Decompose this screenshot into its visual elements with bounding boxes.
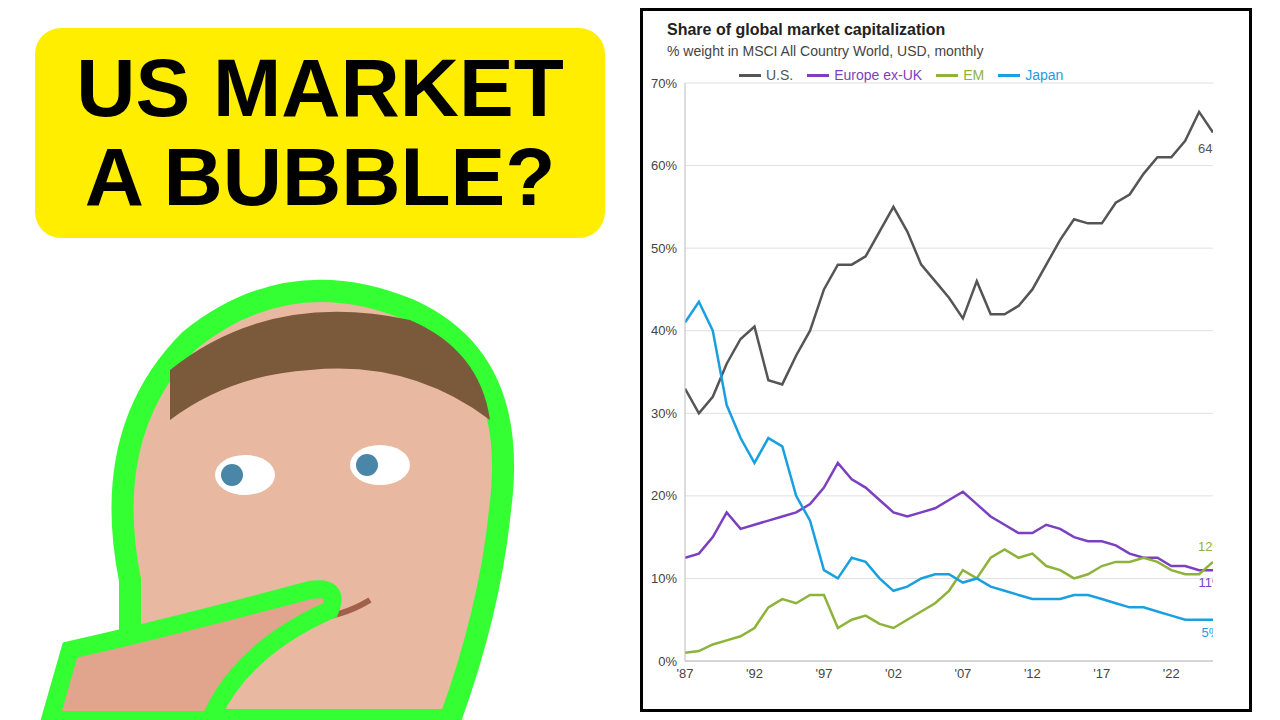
svg-text:'22: '22 (1163, 666, 1180, 681)
html-text:Share of global market capital: Share of global market capitalization (667, 21, 946, 38)
svg-text:'87: '87 (677, 666, 694, 681)
html-text:U.S.: U.S. (766, 67, 794, 83)
html-text:EM: EM (963, 67, 985, 83)
svg-text:'07: '07 (954, 666, 971, 681)
svg-text:50%: 50% (651, 241, 677, 256)
svg-text:'92: '92 (746, 666, 763, 681)
svg-text:70%: 70% (651, 76, 677, 91)
svg-text:20%: 20% (651, 488, 677, 503)
svg-text:'17: '17 (1093, 666, 1110, 681)
svg-text:5%: 5% (1202, 625, 1213, 640)
svg-text:10%: 10% (651, 571, 677, 586)
svg-text:12%: 12% (1198, 539, 1213, 554)
svg-text:40%: 40% (651, 323, 677, 338)
html-text:Japan: Japan (1025, 67, 1064, 83)
svg-text:'97: '97 (815, 666, 832, 681)
svg-text:'02: '02 (885, 666, 902, 681)
html-text:A BUBBLE?: A BUBBLE? (84, 131, 556, 222)
svg-text:0%: 0% (658, 654, 677, 669)
svg-text:'12: '12 (1024, 666, 1041, 681)
svg-text:60%: 60% (651, 158, 677, 173)
html-text:Europe ex-UK: Europe ex-UK (834, 67, 923, 83)
svg-text:30%: 30% (651, 406, 677, 421)
svg-text:11%: 11% (1198, 575, 1213, 590)
html-text:% weight in MSCI All Country W: % weight in MSCI All Country World, USD,… (667, 43, 984, 59)
svg-text:64%: 64% (1198, 141, 1213, 156)
html-text:US MARKET: US MARKET (76, 42, 564, 134)
